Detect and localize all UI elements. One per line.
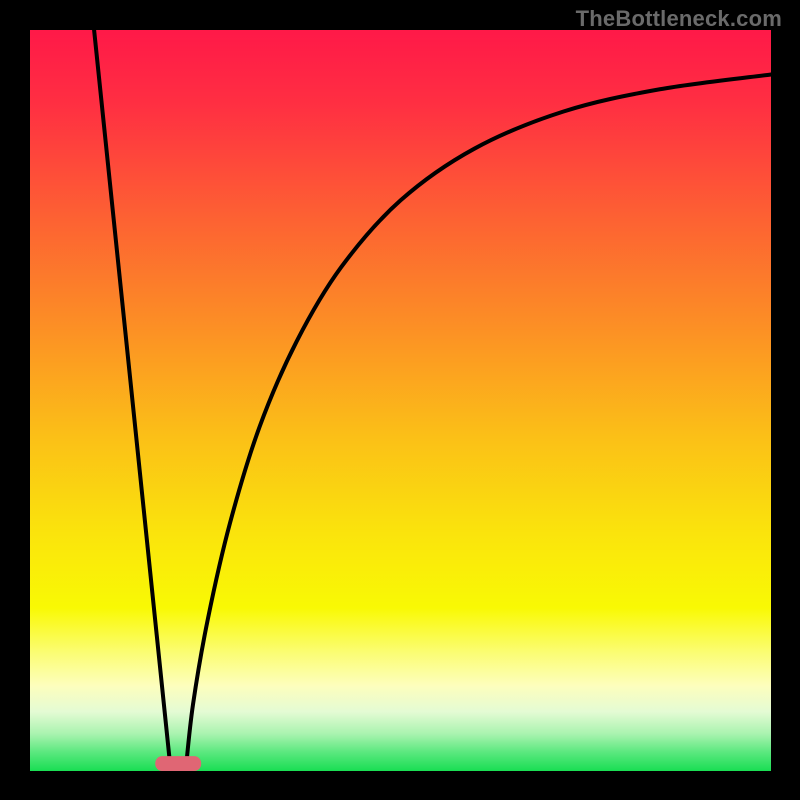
minimum-marker [155,756,201,771]
chart-container: TheBottleneck.com [0,0,800,800]
chart-plot-background [30,30,771,771]
bottleneck-curve-chart [0,0,800,800]
watermark-text: TheBottleneck.com [576,6,782,32]
